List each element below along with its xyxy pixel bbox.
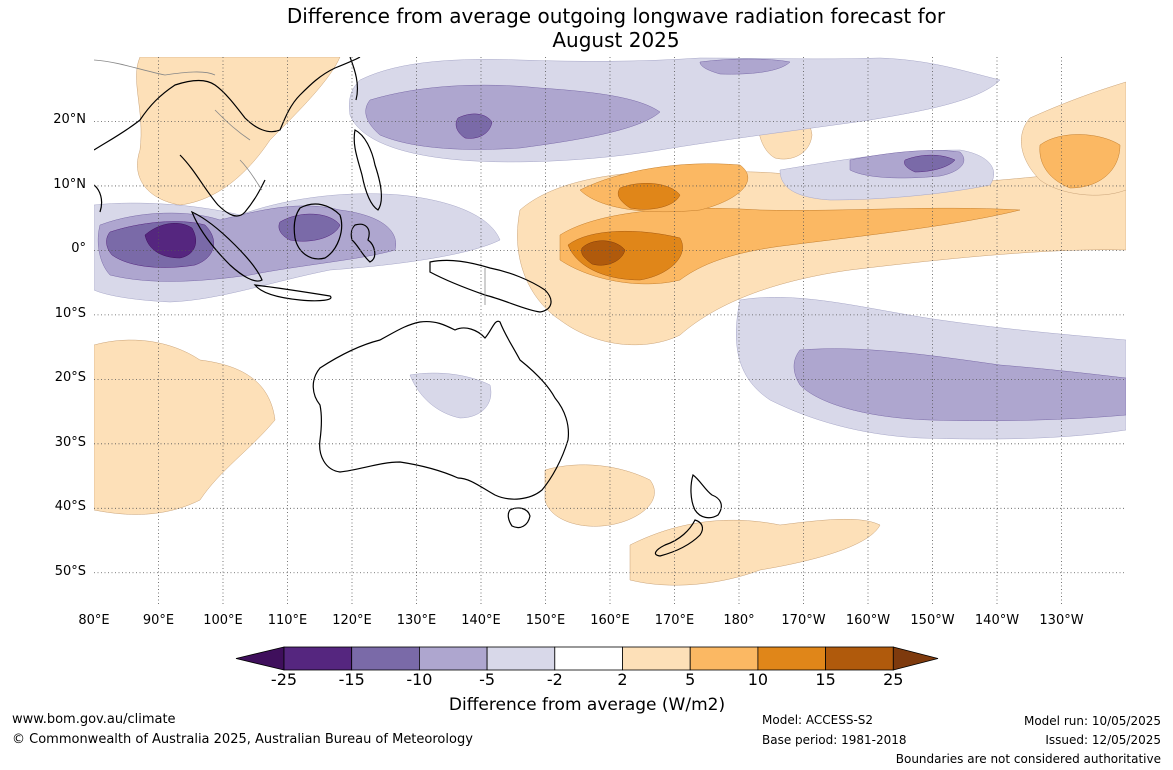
colorbar-tick-label: -10 <box>406 670 433 689</box>
colorbar-tick-label: -5 <box>479 670 496 689</box>
latitude-label: 10°N <box>53 176 86 192</box>
colorbar-tick-label: -2 <box>546 670 563 689</box>
colorbar-segment <box>486 646 556 671</box>
colorbar-segment <box>757 646 827 671</box>
longitude-label: 140°W <box>974 613 1020 628</box>
latitude-label: 10°S <box>54 305 86 321</box>
sumatra-coastline <box>190 210 263 282</box>
colorbar-tick-label: 10 <box>747 670 769 689</box>
mid-orange-ne <box>1039 134 1121 189</box>
colorbar-tick-label: -25 <box>270 670 298 689</box>
footer-issued: Issued: 12/05/2025 <box>1045 733 1161 747</box>
coastlines <box>94 57 722 557</box>
footer-url[interactable]: www.bom.gov.au/climate <box>12 712 176 727</box>
colorbar-tick-label: 5 <box>685 670 696 689</box>
colorbar-segment <box>622 646 691 671</box>
borneo-coastline <box>293 203 343 260</box>
footer-base-period: Base period: 1981-2018 <box>762 733 907 747</box>
tasmania-coastline <box>507 507 531 529</box>
mid-purple-south-pacific <box>793 348 1126 422</box>
orange-region-indian-ocean <box>94 339 276 515</box>
longitude-label: 80°E <box>78 613 110 628</box>
mid-orange-equatorial <box>559 207 1021 285</box>
longitude-label: 150°E <box>525 613 566 628</box>
asia-mainland-coastline <box>94 57 361 217</box>
graticule <box>94 57 1126 605</box>
new-zealand-north-coastline <box>690 474 722 519</box>
longitude-label: 160°W <box>845 613 891 628</box>
orange-region-south-pacific <box>629 519 881 586</box>
country-borders <box>94 59 486 305</box>
colorbar-tick-label: -15 <box>338 670 365 689</box>
longitude-label: 90°E <box>142 613 175 628</box>
longitude-label: 170°W <box>781 613 826 628</box>
latitude-label: 20°N <box>53 112 86 128</box>
longitude-label: 130°E <box>396 613 437 628</box>
latitude-label: 40°S <box>54 499 86 515</box>
longitude-label: 170°E <box>654 613 695 628</box>
latitude-label: 0° <box>71 241 86 257</box>
longitude-label: 140°E <box>461 613 501 628</box>
colorbar-segment <box>351 646 420 671</box>
colorbar-tick-label: 2 <box>617 670 628 689</box>
japan-coastline <box>349 57 359 101</box>
mid-purple-west-pacific <box>365 84 661 150</box>
longitude-label: 180° <box>723 613 755 628</box>
map-title: Difference from average outgoing longwav… <box>0 4 1173 52</box>
colorbar-tick-label: 25 <box>883 670 904 689</box>
colorbar-tick-label: 15 <box>815 670 836 689</box>
colorbar-segment <box>554 646 623 671</box>
title-line-2: August 2025 <box>552 28 680 52</box>
longitude-label: 150°W <box>910 613 955 628</box>
new-zealand-south-coastline <box>654 519 704 557</box>
colorbar-title: Difference from average (W/m2) <box>448 695 726 715</box>
colorbar-segment <box>689 646 759 671</box>
colorbar-segment <box>283 646 353 671</box>
philippines-coastline <box>353 129 383 211</box>
colorbar-segment <box>418 646 488 671</box>
title-line-1: Difference from average outgoing longwav… <box>286 4 946 28</box>
footer-boundaries-note: Boundaries are not considered authoritat… <box>895 752 1161 766</box>
latitude-label: 20°S <box>54 370 86 386</box>
colorbar-extend-low <box>235 646 285 671</box>
darkest-orange-core <box>581 240 626 266</box>
australia-coastline <box>312 320 570 500</box>
dark-orange-north <box>617 183 681 210</box>
longitude-label: 160°E <box>590 613 630 628</box>
darkest-purple-core <box>144 223 196 259</box>
new-guinea-coastline <box>429 259 552 313</box>
longitude-label: 100°E <box>203 613 243 628</box>
mid-purple-north-stripe <box>699 58 791 75</box>
java-coastline <box>253 284 332 302</box>
orange-region-tasman <box>544 464 655 527</box>
longitude-label: 120°E <box>332 613 372 628</box>
dark-purple-west-pacific <box>455 113 493 139</box>
footer-copyright: © Commonwealth of Australia 2025, Austra… <box>12 732 473 747</box>
footer-model-run: Model run: 10/05/2025 <box>1023 714 1161 728</box>
latitude-label: 30°S <box>54 434 86 450</box>
sulawesi-coastline <box>350 223 376 263</box>
longitude-label: 130°W <box>1039 613 1084 628</box>
longitude-label: 110°E <box>267 613 308 628</box>
footer-model: Model: ACCESS-S2 <box>762 713 874 727</box>
latitude-label: 50°S <box>54 563 86 579</box>
colorbar <box>235 646 939 671</box>
dark-purple-north-pacific <box>904 154 956 173</box>
colorbar-extend-high <box>892 646 939 671</box>
colorbar-segment <box>825 646 894 671</box>
purple-region-australia <box>409 372 492 419</box>
